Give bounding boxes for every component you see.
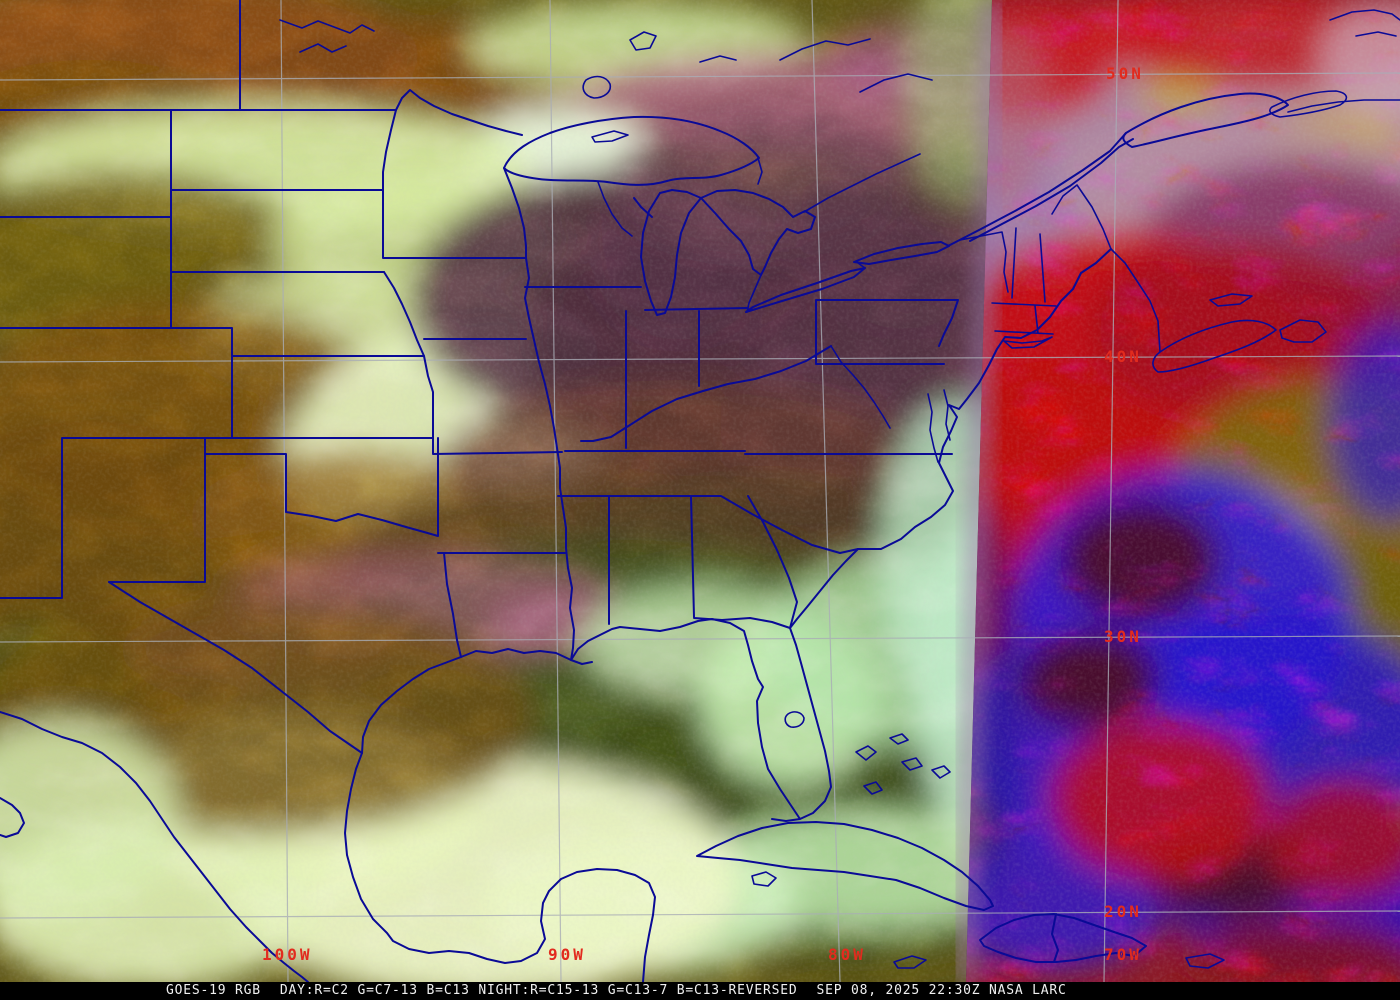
product-name: GOES-19 RGB (166, 983, 261, 998)
lon-label-70w: 70W (1104, 945, 1142, 964)
lat-label-40n: 40N (1104, 347, 1142, 366)
lat-label-50n: 50N (1106, 64, 1144, 83)
night-side-imagery (966, 0, 1400, 982)
timestamp-label: SEP 08, 2025 22:30Z NASA LARC (816, 983, 1067, 998)
lon-label-80w: 80W (828, 945, 866, 964)
lon-label-90w: 90W (548, 945, 586, 964)
lat-label-30n: 30N (1104, 627, 1142, 646)
status-bar: GOES-19 RGB DAY:R=C2 G=C7-13 B=C13 NIGHT… (0, 982, 1400, 1000)
day-night-terminator (953, 0, 1005, 982)
lat-label-20n: 20N (1104, 902, 1142, 921)
rgb-recipe-label: DAY:R=C2 G=C7-13 B=C13 NIGHT:R=C15-13 G=… (279, 983, 798, 998)
lon-label-100w: 100W (262, 945, 313, 964)
